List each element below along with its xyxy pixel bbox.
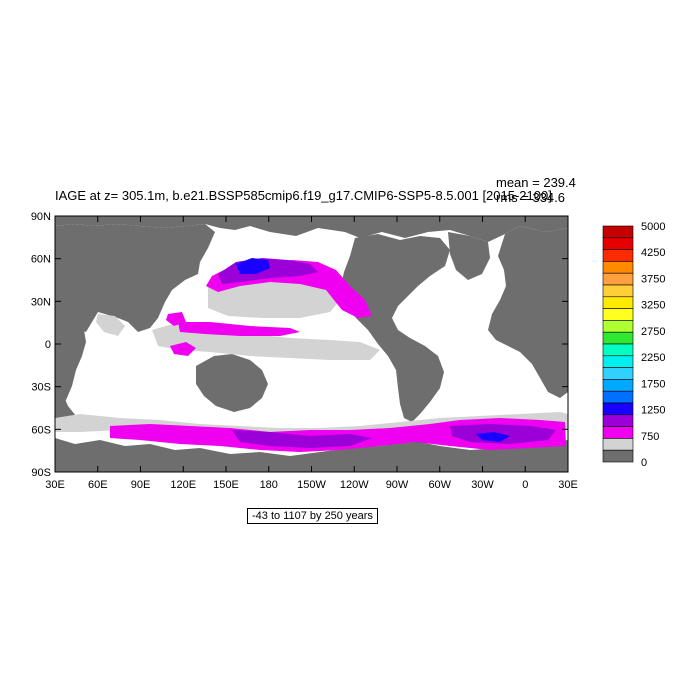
colorbar-swatch — [602, 449, 634, 463]
colorbar-label: 2250 — [641, 352, 665, 364]
rms-label: rms = 334.6 — [496, 190, 566, 205]
colorbar-swatch — [602, 249, 634, 262]
colorbar-swatch — [602, 355, 634, 368]
colorbar-swatch — [602, 320, 634, 333]
colorbar-swatch — [602, 390, 634, 404]
colorbar-swatch — [602, 343, 634, 357]
eurasia-africa-land — [55, 224, 215, 420]
colorbar-swatch — [602, 379, 634, 392]
arctic-land — [55, 216, 568, 242]
australia-land — [196, 354, 268, 412]
longitude-axis: 30E 60E 90E 120E 150E 180 150W 120W 90W 60W 30W 0 30… — [45, 216, 578, 491]
antarctica-land — [55, 438, 568, 472]
lon-tick-label: 60E — [88, 479, 108, 491]
colorbar-swatch — [602, 296, 634, 309]
colorbar-label: 2750 — [641, 326, 665, 338]
lon-tick-label: 150E — [213, 479, 239, 491]
colorbar-swatch — [602, 367, 634, 380]
southern-ocean-purple-west — [232, 430, 372, 448]
lat-tick-label: 90N — [31, 211, 51, 223]
southern-ocean-purple-east — [450, 424, 556, 444]
colorbar-label: 1250 — [641, 405, 665, 417]
lat-tick-label: 30S — [31, 382, 51, 394]
map-title: IAGE at z= 305.1m, b.e21.BSSP585cmip6.f1… — [55, 188, 552, 203]
colorbar-swatch — [602, 237, 634, 250]
lat-tick-label: 0 — [45, 339, 51, 351]
indian-ocean-low — [96, 314, 125, 336]
lon-tick-label: 30E — [45, 479, 65, 491]
greenland-land — [448, 232, 490, 280]
lon-tick-label: 120E — [170, 479, 196, 491]
mean-label: mean = 239.4 — [496, 175, 576, 190]
colorbar-swatch — [602, 272, 634, 286]
north-pacific-blue — [236, 258, 270, 274]
europe-africa-east-land — [488, 226, 568, 398]
americas-land — [340, 234, 450, 422]
colorbar-swatch — [602, 284, 634, 298]
lat-tick-label: 60N — [31, 254, 51, 266]
africa-land — [55, 322, 86, 412]
lon-tick-label: 30W — [471, 479, 494, 491]
colorbar-swatch — [602, 402, 634, 416]
colorbar: 5000 4250 3750 3250 2750 2250 1750 1250 750 0 — [602, 221, 665, 469]
tropical-pacific-magenta — [178, 322, 300, 336]
colorbar-label: 3250 — [641, 300, 665, 312]
colorbar-swatch — [602, 426, 634, 439]
colorbar-label: 3750 — [641, 273, 665, 285]
southern-ocean-blue — [476, 432, 510, 442]
lon-tick-label: 30E — [558, 479, 578, 491]
lon-tick-label: 90W — [386, 479, 409, 491]
colorbar-swatch — [602, 414, 634, 427]
lat-tick-label: 90S — [31, 467, 51, 479]
colorbar-swatch — [602, 308, 634, 321]
colorbar-label: 4250 — [641, 247, 665, 259]
lon-tick-label: 0 — [522, 479, 528, 491]
lon-tick-label: 180 — [260, 479, 278, 491]
colorbar-label: 0 — [641, 457, 647, 469]
lon-tick-label: 90E — [131, 479, 151, 491]
indian-ocean-magenta — [170, 342, 196, 356]
colorbar-label: 750 — [641, 431, 659, 443]
map-fields — [55, 216, 568, 472]
lon-tick-label: 150W — [297, 479, 326, 491]
colorbar-swatch — [602, 261, 634, 274]
colorbar-swatch — [602, 438, 634, 451]
lon-tick-label: 60W — [428, 479, 451, 491]
lat-tick-label: 30N — [31, 296, 51, 308]
colorbar-swatch — [602, 331, 634, 345]
colorbar-label: 1750 — [641, 378, 665, 390]
lon-tick-label: 120W — [340, 479, 369, 491]
colorbar-swatch — [602, 225, 634, 239]
west-pacific-magenta — [166, 312, 186, 326]
lat-tick-label: 60S — [31, 424, 51, 436]
latitude-axis: 90N 60N 30N 0 30S 60S 90S — [31, 211, 568, 479]
colorbar-label: 5000 — [641, 221, 665, 233]
contour-range-label: -43 to 1107 by 250 years — [247, 508, 378, 524]
